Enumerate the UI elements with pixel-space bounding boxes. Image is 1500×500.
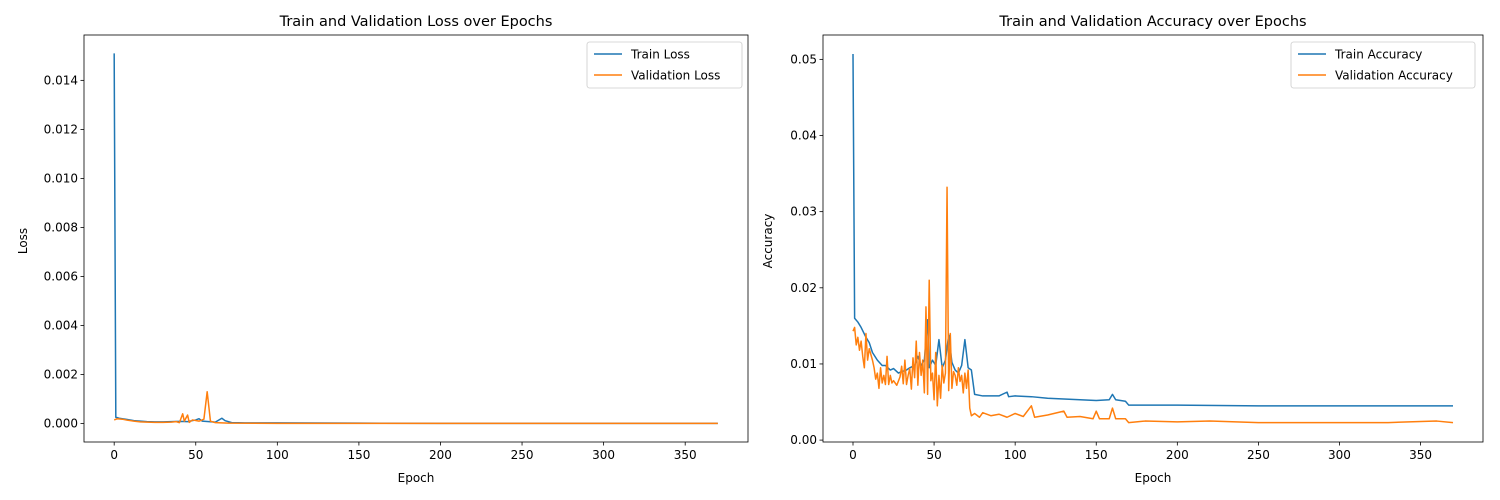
accuracy-chart-title: Train and Validation Accuracy over Epoch…: [998, 14, 1306, 30]
loss-chart-xlabel: Epoch: [398, 471, 435, 485]
accuracy-legend-box: [1290, 41, 1476, 89]
loss-chart-title: Train and Validation Loss over Epochs: [279, 14, 553, 30]
loss-series-line-validation: [113, 390, 718, 425]
loss-x-tick-label: 100: [266, 448, 289, 462]
accuracy-chart: Train and Validation Accuracy over Epoch…: [761, 14, 1484, 485]
accuracy-x-tick-label: 0: [849, 448, 857, 462]
accuracy-y-tick-label: 0.02: [790, 281, 817, 295]
loss-x-tick-label: 300: [592, 448, 615, 462]
loss-chart-ylabel: Loss: [16, 228, 30, 254]
loss-y-tick-label: 0.004: [44, 319, 78, 333]
loss-legend-label: Validation Loss: [631, 69, 720, 83]
accuracy-x-tick-label: 50: [926, 448, 941, 462]
accuracy-y-tick-label: 0.04: [790, 129, 817, 143]
loss-x-tick-label: 0: [110, 448, 118, 462]
accuracy-series-line-validation: [852, 186, 1454, 424]
loss-x-tick-label: 150: [347, 448, 370, 462]
accuracy-legend: Train Accuracy Validation Accuracy: [1290, 41, 1476, 89]
loss-y-tick-label: 0.010: [44, 171, 78, 185]
accuracy-plot-frame: [822, 34, 1484, 443]
accuracy-x-tick-label: 150: [1085, 448, 1108, 462]
loss-y-tick-label: 0.000: [44, 417, 78, 431]
loss-x-tick-label: 200: [429, 448, 452, 462]
accuracy-x-tick-label: 100: [1004, 448, 1027, 462]
accuracy-y-tick-label: 0.03: [790, 205, 817, 219]
accuracy-x-tick-label: 250: [1247, 448, 1270, 462]
loss-y-tick-label: 0.008: [44, 220, 78, 234]
loss-plot-frame: [83, 34, 749, 443]
loss-y-tick-label: 0.014: [44, 73, 78, 87]
loss-y-tick-label: 0.006: [44, 270, 78, 284]
loss-y-tick-label: 0.012: [44, 122, 78, 136]
loss-chart: Train and Validation Loss over Epochs Ep…: [16, 14, 749, 485]
loss-legend-box: [586, 41, 743, 89]
loss-legend-label: Train Loss: [630, 48, 690, 62]
loss-y-tick-label: 0.002: [44, 368, 78, 382]
accuracy-chart-ylabel: Accuracy: [761, 214, 775, 269]
accuracy-y-tick-label: 0.01: [790, 357, 817, 371]
loss-legend: Train Loss Validation Loss: [586, 41, 743, 89]
accuracy-x-tick-label: 350: [1409, 448, 1432, 462]
loss-x-tick-label: 50: [188, 448, 203, 462]
loss-series-line-train: [113, 53, 718, 425]
accuracy-series-line-train: [852, 54, 1453, 407]
accuracy-y-tick-label: 0.00: [790, 433, 817, 447]
accuracy-x-tick-label: 200: [1166, 448, 1189, 462]
accuracy-chart-xlabel: Epoch: [1135, 471, 1172, 485]
loss-x-tick-label: 250: [511, 448, 534, 462]
accuracy-legend-label: Validation Accuracy: [1335, 69, 1453, 83]
accuracy-x-tick-label: 300: [1328, 448, 1351, 462]
accuracy-y-tick-label: 0.05: [790, 52, 817, 66]
accuracy-legend-label: Train Accuracy: [1334, 48, 1422, 62]
loss-x-tick-label: 350: [674, 448, 697, 462]
